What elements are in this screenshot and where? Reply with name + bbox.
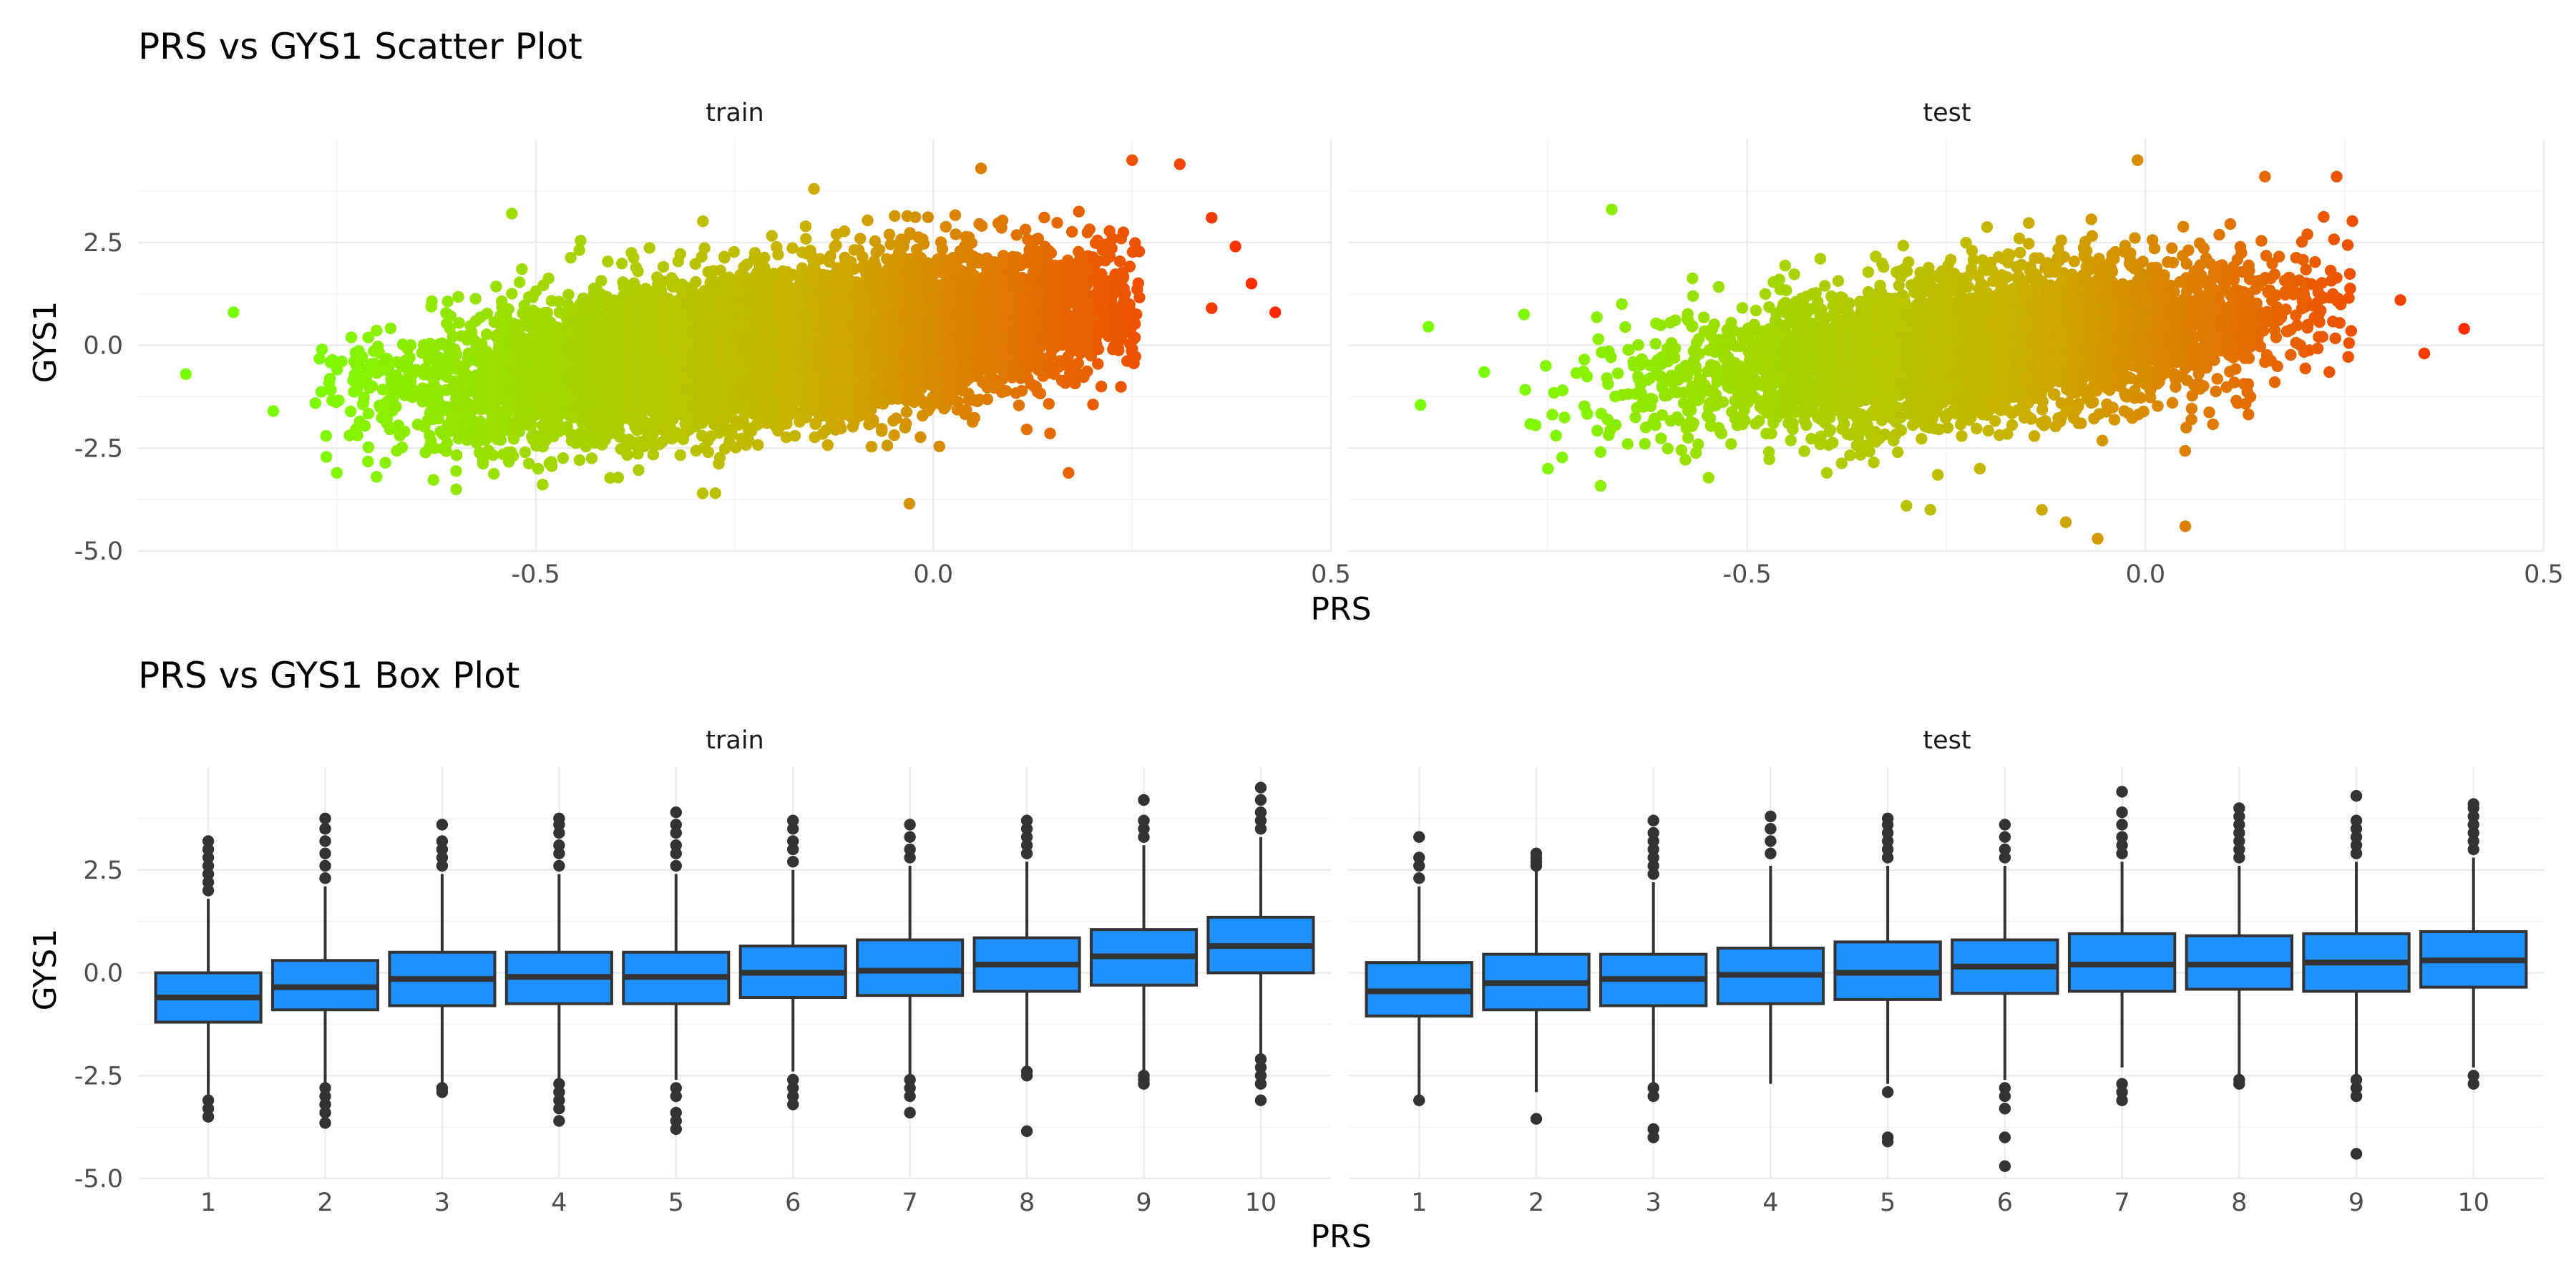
scatter-point	[575, 235, 587, 247]
scatter-point	[633, 464, 645, 477]
scatter-point	[396, 441, 409, 454]
scatter-point	[1051, 217, 1063, 229]
scatter-point	[888, 429, 900, 441]
scatter-point	[379, 457, 391, 469]
scatter-point	[424, 440, 436, 452]
scatter-point	[862, 214, 874, 227]
scatter-point	[469, 293, 482, 305]
scatter-point	[315, 386, 328, 398]
scatter-point	[950, 228, 962, 240]
scatter-point	[488, 468, 500, 480]
scatter-point	[889, 210, 901, 222]
scatter-point	[453, 317, 465, 329]
scatter-panel-train	[138, 140, 1332, 552]
scatter-point	[519, 446, 532, 459]
scatter-point	[424, 429, 436, 441]
scatter-point	[830, 228, 843, 240]
scatter-point	[821, 439, 834, 452]
scatter-point	[557, 452, 570, 464]
scatter-point	[324, 356, 336, 368]
scatter-point	[672, 255, 684, 268]
scatter-point	[374, 401, 386, 414]
scatter-point	[362, 331, 374, 343]
scatter-point	[362, 407, 375, 420]
scatter-point	[873, 243, 886, 256]
scatter-point	[1073, 205, 1085, 218]
scatter-point	[394, 429, 406, 441]
scatter-point	[320, 430, 332, 442]
scatter-point	[362, 441, 374, 454]
scatter-point	[1087, 399, 1099, 411]
scatter-point	[1023, 244, 1035, 256]
scatter-point	[890, 412, 902, 424]
scatter-point	[516, 263, 528, 275]
scatter-point	[881, 439, 894, 452]
scatter-strip-test: test	[1923, 99, 1971, 127]
scatter-point	[914, 431, 927, 444]
scatter-title: PRS vs GYS1 Scatter Plot	[138, 26, 582, 67]
scatter-strip-train: train	[706, 99, 763, 127]
scatter-point	[477, 454, 489, 467]
scatter-point	[1020, 423, 1033, 436]
scatter-point	[595, 275, 608, 287]
scatter-point	[419, 421, 431, 433]
scatter-point	[702, 446, 715, 459]
scatter-point	[900, 406, 913, 418]
scatter-point	[441, 296, 454, 308]
scatter-point	[780, 431, 793, 444]
scatter-point	[371, 471, 383, 483]
scatter-point	[917, 409, 929, 422]
scatter-point	[585, 452, 598, 464]
scatter-point	[899, 421, 912, 434]
scatter-point	[345, 331, 358, 343]
scatter-point	[573, 454, 586, 467]
scatter-point	[883, 228, 896, 240]
scatter-point	[865, 441, 878, 453]
scatter-point	[657, 260, 670, 273]
scatter-point	[1019, 223, 1032, 235]
scatter-point	[758, 251, 771, 264]
scatter-point	[350, 423, 362, 435]
scatter-point	[709, 487, 721, 499]
scatter-point	[1113, 255, 1126, 268]
scatter-point	[553, 296, 565, 308]
scatter-point	[452, 291, 464, 303]
scatter-point	[362, 455, 374, 468]
scatter-point	[309, 397, 321, 409]
scatter-point	[1081, 226, 1094, 239]
scatter-point	[320, 451, 333, 463]
scatter-point	[1044, 427, 1056, 439]
scatter-point	[1013, 399, 1025, 411]
